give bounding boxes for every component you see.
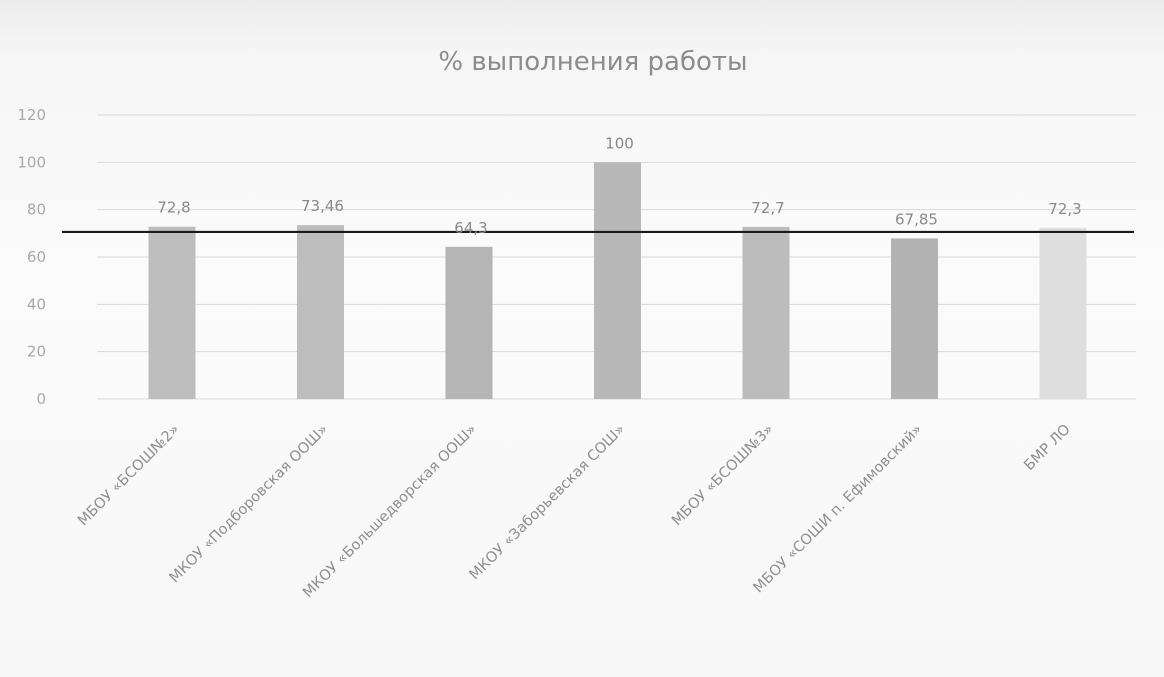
bar <box>297 225 344 399</box>
bar <box>1039 227 1087 399</box>
data-label: 72,7 <box>751 199 784 217</box>
data-label: 72,3 <box>1048 200 1081 218</box>
x-tick-label: МБОУ «БСОШ№2» <box>75 422 183 530</box>
bar <box>594 162 641 399</box>
data-label: 100 <box>605 134 634 152</box>
x-tick-label: МКОУ «Подборовская ООШ» <box>167 422 332 587</box>
bar <box>445 246 493 399</box>
bar <box>891 238 938 399</box>
x-tick-label: МБОУ «БСОШ№3» <box>669 422 777 530</box>
x-tick-label: МКОУ «Заборьевская СОШ» <box>467 422 629 584</box>
data-label: 64,3 <box>454 219 487 237</box>
y-tick-label: 80 <box>27 201 46 219</box>
y-tick-label: 20 <box>27 343 46 361</box>
data-label: 67,85 <box>895 210 938 228</box>
y-tick-label: 40 <box>27 295 46 313</box>
y-tick-label: 60 <box>27 248 46 266</box>
bar <box>148 226 196 399</box>
x-tick-label: БМР ЛО <box>1021 422 1073 474</box>
data-label: 72,8 <box>157 199 190 217</box>
bar <box>742 226 790 399</box>
y-tick-label: 120 <box>17 106 46 124</box>
y-tick-label: 0 <box>36 390 46 408</box>
data-label: 73,46 <box>301 197 344 215</box>
x-tick-label: МКОУ «Большедворская ООШ» <box>300 422 480 602</box>
x-tick-label: МБОУ «СОШИ п. Ефимовский» <box>751 422 926 597</box>
y-tick-label: 100 <box>17 153 46 171</box>
chart-title: % выполнения работы <box>438 47 747 77</box>
